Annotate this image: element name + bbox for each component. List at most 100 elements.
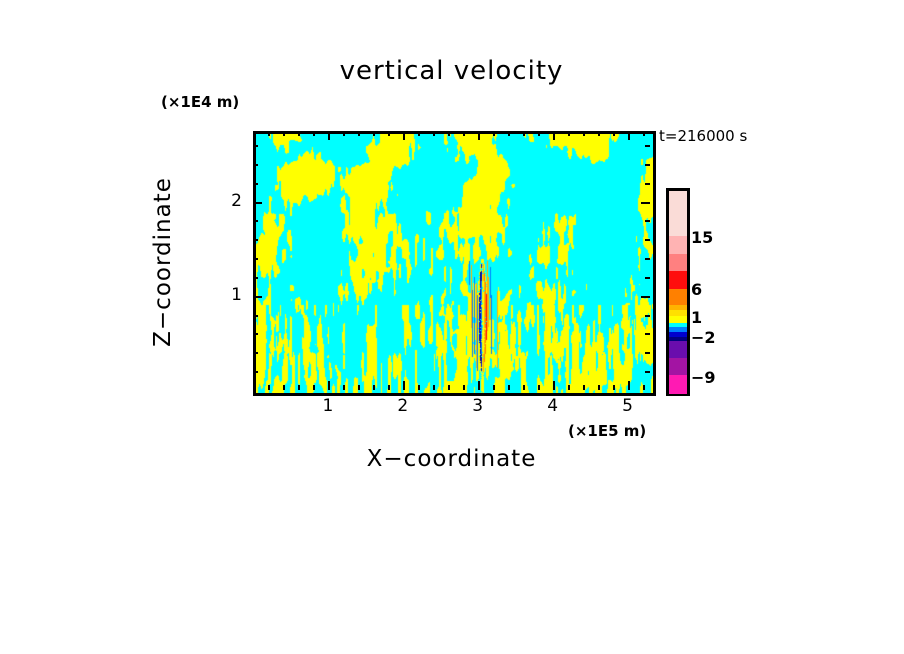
x-minor-tick (313, 385, 315, 390)
y-minor-tick (253, 258, 258, 260)
x-minor-tick (583, 385, 585, 390)
colorbar-tick-label: 6 (691, 280, 703, 299)
colorbar-band (669, 357, 687, 376)
x-axis-title: X−coordinate (366, 446, 537, 472)
x-minor-tick-top (268, 131, 270, 136)
y-minor-tick-right (645, 220, 650, 222)
x-minor-tick-top (523, 131, 525, 136)
x-minor-tick-top (343, 131, 345, 136)
y-minor-tick-right (645, 145, 650, 147)
x-tick-label: 3 (472, 396, 484, 416)
colorbar-band (669, 332, 687, 338)
x-minor-tick (643, 385, 645, 390)
x-major-tick-top (478, 131, 480, 140)
y-minor-tick (253, 183, 258, 185)
x-minor-tick-top (388, 131, 390, 136)
colorbar-band (669, 191, 687, 237)
x-tick-label: 2 (397, 396, 409, 416)
x-minor-tick (283, 385, 285, 390)
y-minor-tick (253, 239, 258, 241)
x-tick-label: 4 (547, 396, 559, 416)
colorbar-tick-label: 1 (691, 308, 703, 327)
y-major-tick-right (641, 202, 650, 204)
x-minor-tick-top (283, 131, 285, 136)
colorbar-band (669, 271, 687, 290)
x-major-tick (403, 381, 405, 390)
y-minor-tick-right (645, 277, 650, 279)
y-axis-title: Z−coordinate (150, 177, 176, 347)
x-minor-tick-top (373, 131, 375, 136)
colorbar-tick-label: −9 (691, 368, 716, 387)
x-major-tick (553, 381, 555, 390)
colorbar-band (669, 327, 687, 333)
colorbar-band (669, 375, 687, 394)
x-minor-tick-top (418, 131, 420, 136)
y-tick-label: 2 (231, 190, 242, 211)
x-minor-tick (418, 385, 420, 390)
x-minor-tick (538, 385, 540, 390)
colorbar-band (669, 340, 687, 359)
y-minor-tick-right (645, 352, 650, 354)
y-major-tick-right (641, 296, 650, 298)
y-minor-tick-right (645, 333, 650, 335)
x-minor-tick-top (448, 131, 450, 136)
y-minor-tick (253, 352, 258, 354)
y-minor-tick-right (645, 258, 650, 260)
x-minor-tick-top (583, 131, 585, 136)
x-minor-tick-top (643, 131, 645, 136)
x-major-tick-top (328, 131, 330, 140)
y-minor-tick (253, 164, 258, 166)
x-minor-tick (523, 385, 525, 390)
y-minor-tick-right (645, 183, 650, 185)
colorbar-band (669, 235, 687, 255)
page-title: vertical velocity (339, 56, 564, 86)
time-annotation: t=216000 s (659, 127, 748, 145)
y-minor-tick-right (645, 239, 650, 241)
x-major-tick (328, 381, 330, 390)
y-minor-tick-right (645, 371, 650, 373)
y-minor-tick (253, 145, 258, 147)
x-minor-tick (388, 385, 390, 390)
colorbar (666, 188, 690, 396)
x-minor-tick-top (298, 131, 300, 136)
vertical-velocity-field (256, 134, 653, 393)
x-minor-tick (568, 385, 570, 390)
x-minor-tick-top (493, 131, 495, 136)
x-major-tick-top (628, 131, 630, 140)
x-minor-tick (298, 385, 300, 390)
x-minor-tick-top (313, 131, 315, 136)
colorbar-band (669, 304, 687, 312)
x-axis-unit-label: (×1E5 m) (568, 422, 647, 440)
colorbar-tick-label: 15 (691, 228, 714, 247)
colorbar-band (669, 310, 687, 317)
x-minor-tick-top (463, 131, 465, 136)
x-minor-tick-top (613, 131, 615, 136)
x-minor-tick (373, 385, 375, 390)
colorbar-band (669, 253, 687, 272)
colorbar-band (669, 288, 687, 306)
colorbar-band (669, 316, 687, 324)
y-axis-unit-label: (×1E4 m) (161, 93, 240, 111)
x-minor-tick (433, 385, 435, 390)
x-tick-label: 5 (622, 396, 633, 416)
x-minor-tick (493, 385, 495, 390)
x-minor-tick-top (568, 131, 570, 136)
y-minor-tick (253, 371, 258, 373)
contour-plot-area (253, 131, 656, 396)
y-major-tick (253, 202, 262, 204)
x-minor-tick-top (538, 131, 540, 136)
x-major-tick-top (403, 131, 405, 140)
x-minor-tick (463, 385, 465, 390)
x-major-tick (478, 381, 480, 390)
x-minor-tick-top (598, 131, 600, 136)
y-minor-tick (253, 333, 258, 335)
colorbar-band (669, 336, 687, 342)
y-major-tick (253, 296, 262, 298)
x-major-tick (628, 381, 630, 390)
x-minor-tick-top (358, 131, 360, 136)
y-minor-tick-right (645, 315, 650, 317)
x-minor-tick (598, 385, 600, 390)
x-minor-tick-top (508, 131, 510, 136)
x-minor-tick (508, 385, 510, 390)
